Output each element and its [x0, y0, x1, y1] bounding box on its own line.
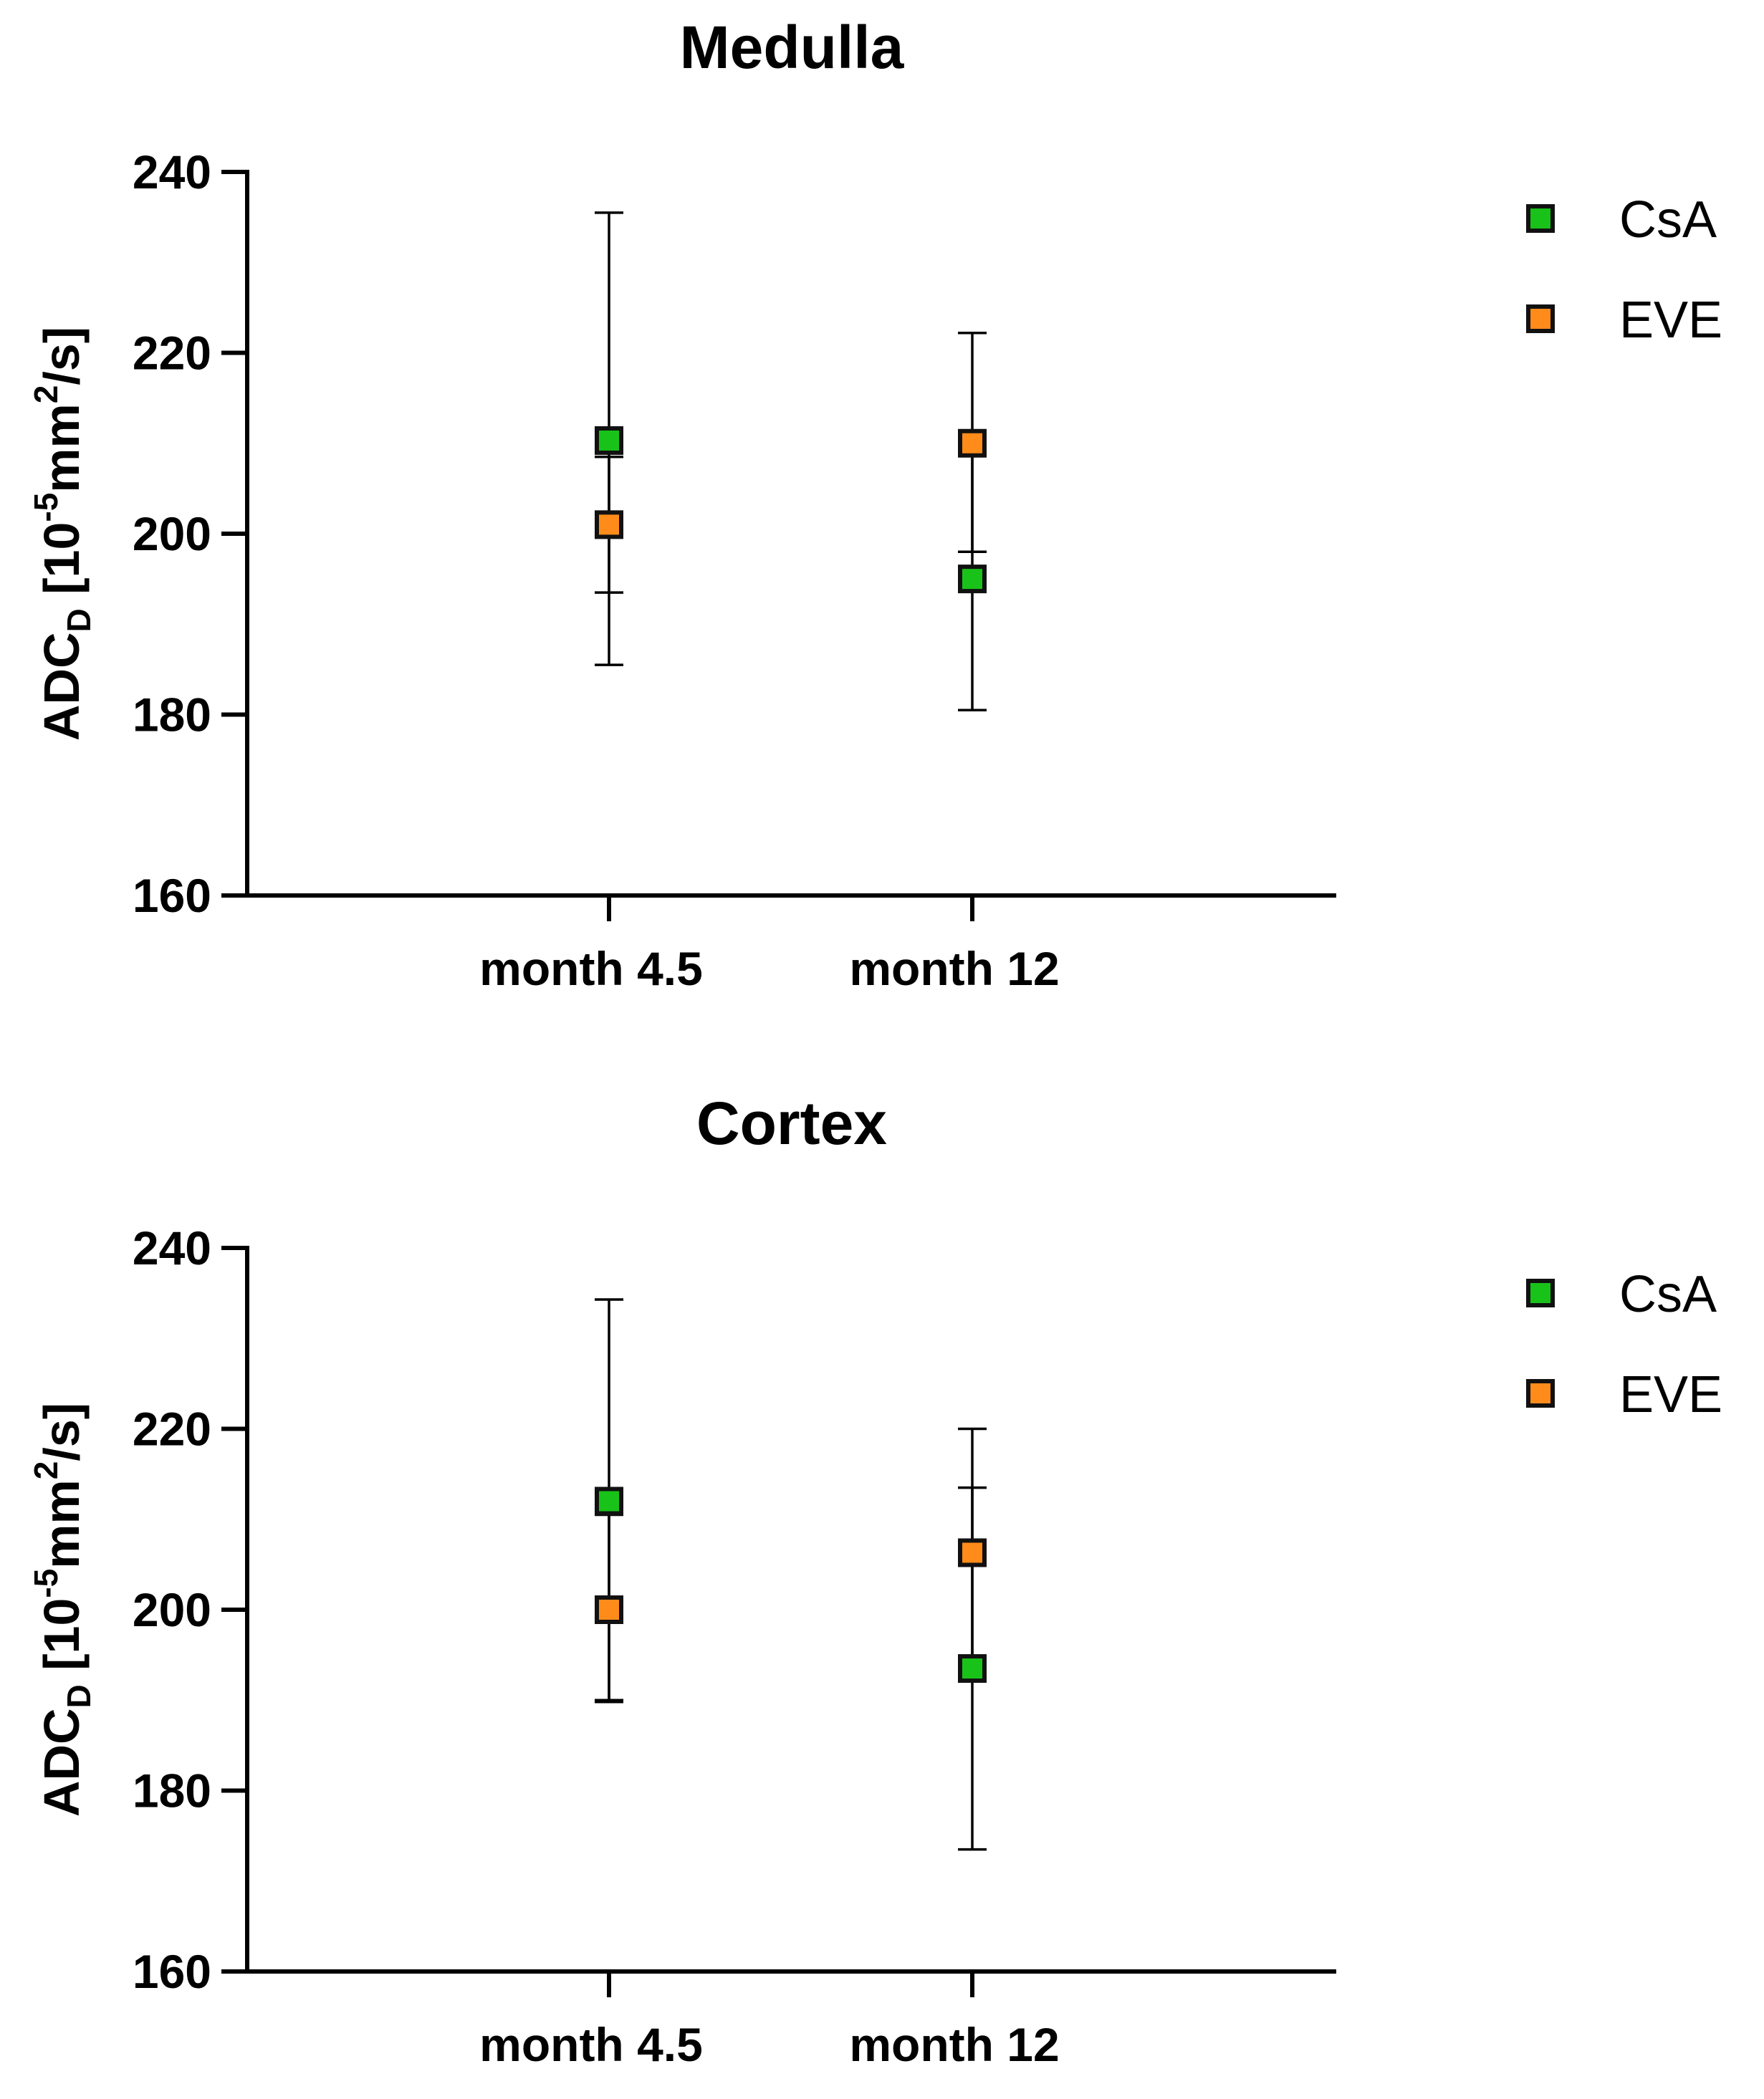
chart-panel-cortex: Cortex 160 180 200 220 240 month 4.5 month 12 AD… — [27, 1090, 1722, 2071]
legend: CsA EVE — [1526, 191, 1722, 349]
y-axis-label-part: D — [60, 1684, 97, 1708]
y-tick-label: 220 — [133, 327, 211, 380]
x-tick-label: month 12 — [849, 2018, 1059, 2071]
y-tick-label: 160 — [133, 1945, 211, 1998]
y-axis-label-part: ADC — [34, 1708, 90, 1817]
y-axis-label-part: [10 — [34, 1598, 90, 1685]
y-tick-label: 200 — [133, 1583, 211, 1636]
data-point-csa — [595, 1486, 623, 1516]
legend-label-csa: CsA — [1619, 191, 1717, 249]
y-tick-label: 160 — [133, 869, 211, 922]
data-point-eve — [958, 428, 987, 458]
legend-marker-csa — [1526, 204, 1555, 233]
series-eve — [595, 331, 987, 594]
y-axis-label-part: mm — [34, 1479, 90, 1568]
series-csa — [595, 211, 987, 711]
data-point-csa — [595, 426, 623, 455]
chart-title: Medulla — [680, 14, 905, 81]
y-axis-label-part: 2 — [27, 1461, 64, 1480]
legend-label-eve: EVE — [1619, 292, 1722, 349]
y-axis-label-part: ADC — [34, 632, 90, 741]
y-axis-label-part: 2 — [27, 385, 64, 404]
legend: CsA EVE — [1526, 1266, 1722, 1423]
x-tick-label: month 12 — [849, 942, 1059, 995]
chart-panel-medulla: Medulla 160 180 200 220 240 month 4.5 month 12 A… — [27, 14, 1722, 995]
y-axis-label-part: D — [60, 608, 97, 632]
data-point-csa — [958, 1654, 987, 1683]
data-point-eve — [595, 1595, 623, 1624]
data-point-eve — [958, 1538, 987, 1567]
y-axis-label: ADCD [10-5mm2/s] — [27, 327, 97, 741]
y-tick-label: 220 — [133, 1403, 211, 1456]
y-axis-label-part: -5 — [27, 493, 64, 522]
y-axis-label: ADCD [10-5mm2/s] — [27, 1403, 97, 1817]
y-tick-label: 200 — [133, 507, 211, 560]
legend-marker-eve — [1526, 304, 1555, 333]
legend-marker-csa — [1526, 1279, 1555, 1307]
series-csa — [595, 1298, 987, 1851]
y-axis-label-part: /s] — [34, 1403, 90, 1461]
chart-title: Cortex — [696, 1090, 887, 1157]
y-tick-label: 240 — [133, 145, 211, 198]
y-axis-label-part: [10 — [34, 522, 90, 609]
x-tick-label: month 4.5 — [479, 2018, 703, 2071]
data-point-eve — [595, 510, 623, 539]
series-eve — [595, 1427, 987, 1701]
y-tick-label: 180 — [133, 688, 211, 741]
y-tick-label: 180 — [133, 1764, 211, 1817]
x-tick-label: month 4.5 — [479, 942, 703, 995]
legend-marker-eve — [1526, 1379, 1555, 1408]
legend-label-eve: EVE — [1619, 1366, 1722, 1423]
data-point-csa — [958, 565, 987, 594]
y-axis-label-part: /s] — [34, 327, 90, 385]
y-tick-label: 240 — [133, 1221, 211, 1274]
legend-label-csa: CsA — [1619, 1266, 1717, 1323]
y-axis-label-part: mm — [34, 403, 90, 492]
y-axis-label-part: -5 — [27, 1569, 64, 1598]
